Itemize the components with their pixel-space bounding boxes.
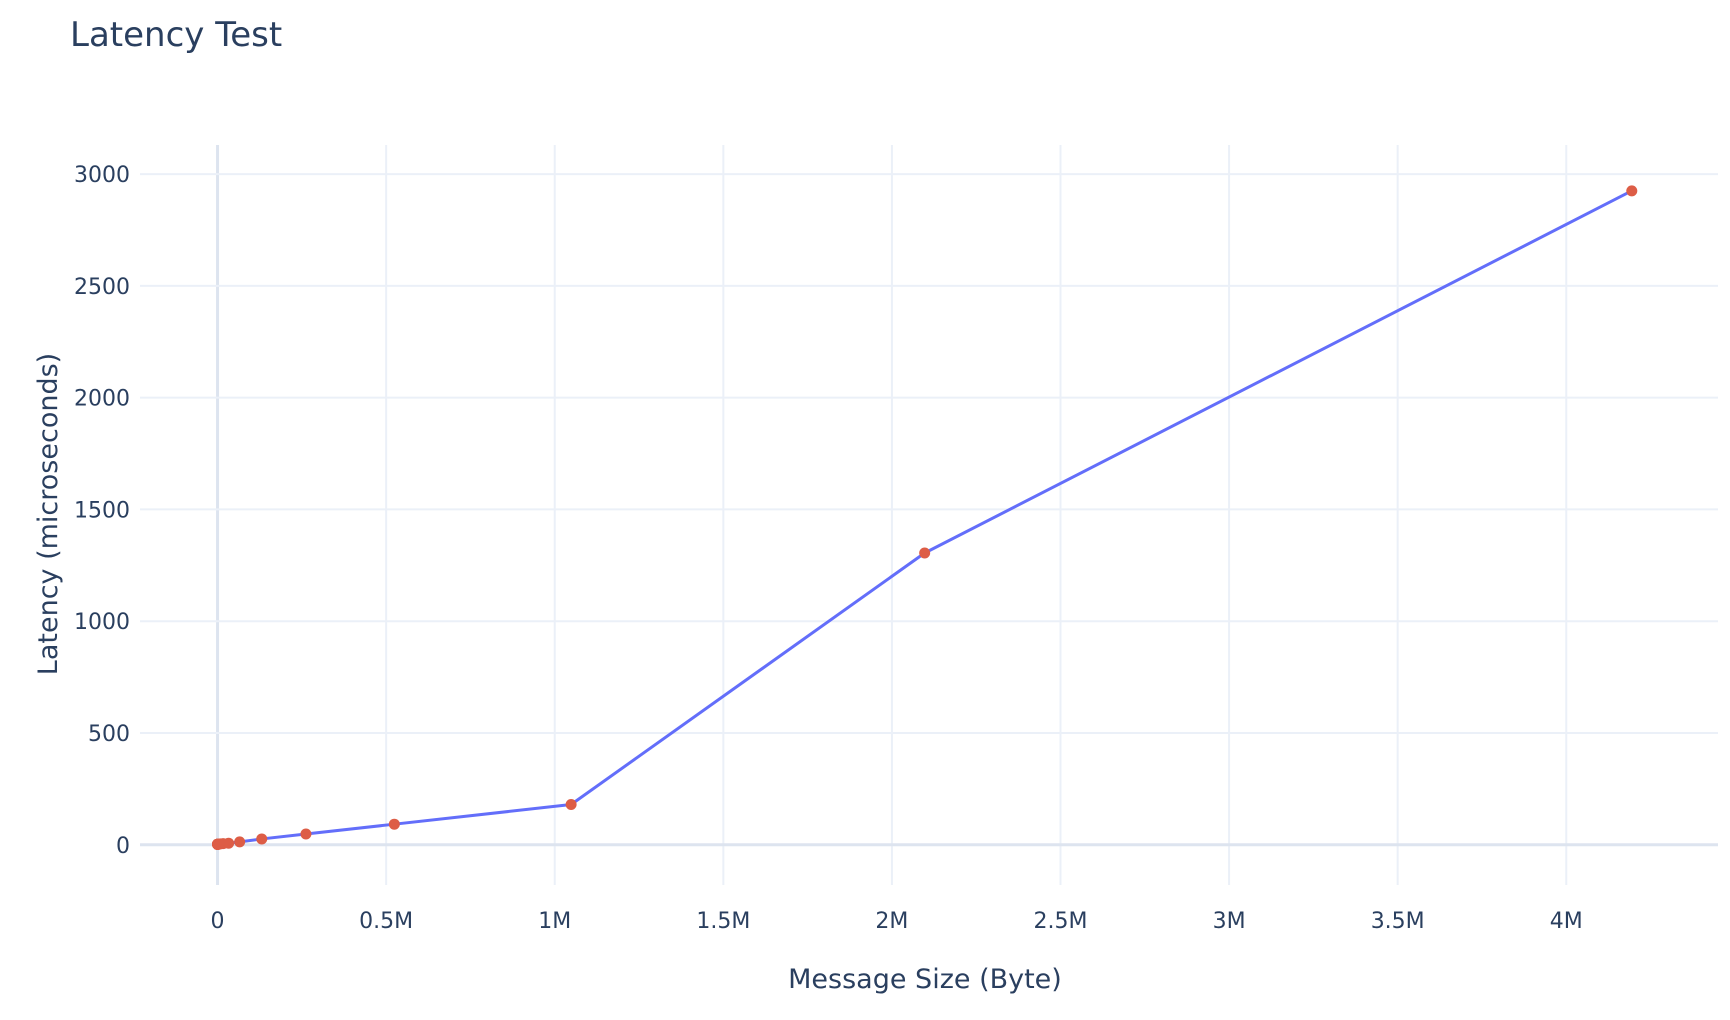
grid-lines <box>140 145 1718 885</box>
y-tick-label: 2500 <box>74 275 130 300</box>
x-tick-label: 3M <box>1213 909 1246 934</box>
y-tick-label: 3000 <box>74 163 130 188</box>
data-point[interactable] <box>388 818 400 830</box>
x-tick-label: 3.5M <box>1371 909 1425 934</box>
x-tick-label: 2M <box>875 909 908 934</box>
y-tick-label: 500 <box>88 722 130 747</box>
x-tick-labels: 0 0.5M 1M 1.5M 2M 2.5M 3M 3.5M 4M <box>211 909 1583 934</box>
data-point[interactable] <box>234 836 246 848</box>
y-axis-title: Latency (microseconds) <box>33 353 64 675</box>
y-tick-label: 0 <box>116 834 130 859</box>
x-tick-label: 0 <box>211 909 225 934</box>
x-tick-label: 1M <box>538 909 571 934</box>
series-line <box>216 189 1633 846</box>
y-tick-labels: 0 500 1000 1500 2000 2500 3000 <box>74 163 130 859</box>
chart-title: Latency Test <box>70 15 282 55</box>
data-point[interactable] <box>919 547 931 559</box>
data-point[interactable] <box>565 799 577 811</box>
x-axis-title: Message Size (Byte) <box>788 964 1062 995</box>
series-lines <box>216 189 1633 846</box>
x-tick-label: 0.5M <box>359 909 413 934</box>
data-points <box>212 185 1638 850</box>
x-tick-label: 1.5M <box>696 909 750 934</box>
data-point[interactable] <box>223 837 235 849</box>
y-tick-label: 2000 <box>74 387 130 412</box>
x-tick-label: 2.5M <box>1034 909 1088 934</box>
x-tick-label: 4M <box>1550 909 1583 934</box>
data-point[interactable] <box>1626 185 1638 197</box>
y-tick-label: 1500 <box>74 498 130 523</box>
y-tick-label: 1000 <box>74 610 130 635</box>
data-point[interactable] <box>256 833 268 845</box>
data-point[interactable] <box>300 828 312 840</box>
